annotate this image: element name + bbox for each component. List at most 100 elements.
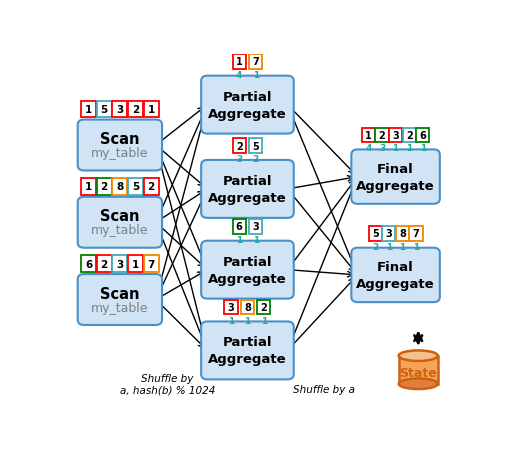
FancyBboxPatch shape [128, 101, 143, 118]
Text: my_table: my_table [91, 224, 149, 237]
Text: 1: 1 [85, 182, 92, 192]
Text: 7: 7 [252, 57, 259, 67]
Text: 3: 3 [236, 155, 242, 164]
Text: 2: 2 [406, 131, 413, 141]
Text: 5: 5 [132, 182, 139, 192]
Text: my_table: my_table [91, 301, 149, 314]
Text: 3: 3 [252, 222, 259, 232]
Text: 8: 8 [116, 182, 124, 192]
FancyBboxPatch shape [201, 76, 294, 134]
Text: 7: 7 [413, 229, 419, 239]
Text: 7: 7 [148, 259, 155, 269]
Text: 2: 2 [379, 131, 386, 141]
Text: Scan: Scan [100, 286, 140, 301]
Text: State: State [399, 366, 437, 379]
FancyBboxPatch shape [362, 128, 375, 143]
Text: 8: 8 [399, 229, 406, 239]
Text: 1: 1 [253, 235, 259, 244]
FancyBboxPatch shape [233, 55, 246, 70]
Text: 1: 1 [413, 242, 419, 251]
FancyBboxPatch shape [201, 241, 294, 299]
FancyBboxPatch shape [201, 161, 294, 218]
Text: Scan: Scan [100, 209, 140, 224]
FancyBboxPatch shape [375, 128, 389, 143]
Text: 5: 5 [100, 105, 108, 115]
Text: Partial
Aggregate: Partial Aggregate [208, 175, 287, 204]
Ellipse shape [399, 351, 438, 361]
Text: 3: 3 [392, 131, 399, 141]
Text: Partial
Aggregate: Partial Aggregate [208, 91, 287, 121]
Text: 6: 6 [85, 259, 92, 269]
Text: 3: 3 [386, 229, 392, 239]
Text: 1: 1 [419, 144, 426, 153]
FancyBboxPatch shape [249, 55, 262, 70]
FancyBboxPatch shape [249, 219, 262, 234]
FancyBboxPatch shape [113, 256, 127, 273]
FancyBboxPatch shape [369, 227, 382, 241]
Text: 2: 2 [236, 141, 243, 151]
Ellipse shape [399, 379, 438, 389]
FancyBboxPatch shape [144, 178, 159, 195]
Text: Shuffle by a: Shuffle by a [293, 384, 355, 394]
Text: Shuffle by
a, hash(b) % 1024: Shuffle by a, hash(b) % 1024 [119, 373, 215, 394]
FancyBboxPatch shape [81, 256, 96, 273]
Text: 4: 4 [365, 144, 372, 153]
FancyBboxPatch shape [402, 128, 416, 143]
FancyBboxPatch shape [352, 150, 440, 204]
Text: 1: 1 [148, 105, 155, 115]
Bar [399, 356, 438, 384]
Text: 3: 3 [116, 105, 124, 115]
Text: Final
Aggregate: Final Aggregate [356, 260, 435, 290]
FancyBboxPatch shape [128, 256, 143, 273]
Text: 1: 1 [386, 242, 392, 251]
Text: 5: 5 [252, 141, 259, 151]
Text: 3: 3 [116, 259, 124, 269]
FancyBboxPatch shape [258, 300, 270, 315]
Text: 1: 1 [236, 235, 242, 244]
Text: 3: 3 [228, 303, 234, 313]
Text: 2: 2 [132, 105, 139, 115]
FancyBboxPatch shape [382, 227, 396, 241]
FancyBboxPatch shape [128, 178, 143, 195]
Text: 1: 1 [392, 144, 399, 153]
FancyBboxPatch shape [249, 139, 262, 154]
FancyBboxPatch shape [233, 139, 246, 154]
FancyBboxPatch shape [113, 101, 127, 118]
Text: 1: 1 [236, 57, 243, 67]
Text: 1: 1 [406, 144, 412, 153]
Text: 4: 4 [236, 71, 243, 80]
Text: 1: 1 [244, 316, 251, 325]
Text: 1: 1 [132, 259, 139, 269]
Text: my_table: my_table [91, 147, 149, 160]
FancyBboxPatch shape [201, 322, 294, 379]
Text: 6: 6 [236, 222, 243, 232]
Text: Partial
Aggregate: Partial Aggregate [208, 336, 287, 366]
Text: 2: 2 [100, 182, 108, 192]
Text: 1: 1 [228, 316, 234, 325]
FancyBboxPatch shape [113, 178, 127, 195]
Text: 2: 2 [148, 182, 155, 192]
FancyBboxPatch shape [144, 256, 159, 273]
Text: Partial
Aggregate: Partial Aggregate [208, 255, 287, 285]
FancyBboxPatch shape [352, 248, 440, 303]
FancyBboxPatch shape [389, 128, 402, 143]
FancyBboxPatch shape [409, 227, 423, 241]
FancyBboxPatch shape [78, 120, 162, 171]
FancyBboxPatch shape [81, 178, 96, 195]
Text: 1: 1 [85, 105, 92, 115]
FancyBboxPatch shape [97, 178, 112, 195]
FancyBboxPatch shape [416, 128, 430, 143]
Text: 1: 1 [261, 316, 267, 325]
FancyBboxPatch shape [78, 197, 162, 248]
Text: 5: 5 [372, 229, 379, 239]
Text: 8: 8 [244, 303, 251, 313]
FancyBboxPatch shape [241, 300, 254, 315]
FancyBboxPatch shape [225, 300, 237, 315]
FancyBboxPatch shape [81, 101, 96, 118]
Text: 2: 2 [372, 242, 379, 251]
FancyBboxPatch shape [97, 256, 112, 273]
Text: 2: 2 [253, 155, 259, 164]
FancyBboxPatch shape [396, 227, 409, 241]
Text: 1: 1 [253, 71, 259, 80]
Text: 2: 2 [100, 259, 108, 269]
